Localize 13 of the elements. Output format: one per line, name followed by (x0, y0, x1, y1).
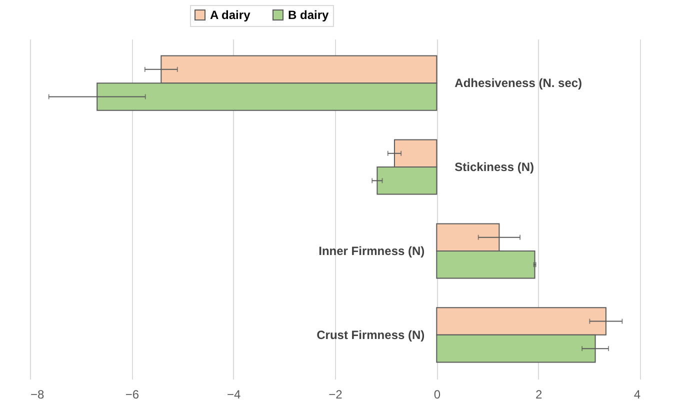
x-tick-label: −4 (226, 388, 241, 402)
x-tick-label: −2 (328, 388, 343, 402)
x-tick-label: 0 (434, 388, 441, 402)
y-tick-label: Inner Firmness (N) (318, 244, 425, 258)
x-tick-label: −8 (30, 388, 45, 402)
legend-label: B dairy (288, 8, 330, 22)
y-tick-label: Stickiness (N) (454, 160, 534, 174)
y-tick-label: Adhesiveness (N. sec) (454, 76, 582, 90)
y-tick-label: Crust Firmness (N) (316, 328, 425, 342)
x-tick-label: −6 (125, 388, 140, 402)
x-tick-label: 4 (634, 388, 641, 402)
legend-label: A dairy (210, 8, 251, 22)
x-tick-label: 2 (535, 388, 542, 402)
